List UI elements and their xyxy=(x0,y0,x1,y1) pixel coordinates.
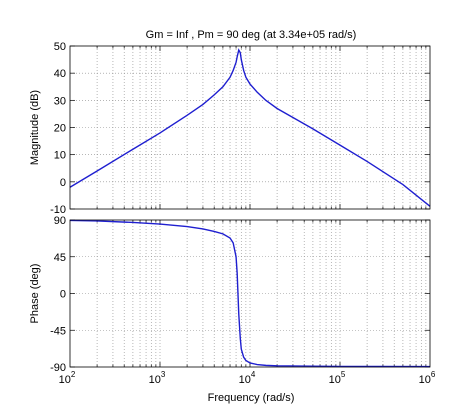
phase-ytick-label: -45 xyxy=(50,325,66,337)
phase-ylabel: Phase (deg) xyxy=(29,264,41,324)
mag-ytick-label: 20 xyxy=(54,123,66,135)
frequency-tick-exponent: 5 xyxy=(341,370,346,379)
phase-ytick-label: -90 xyxy=(50,362,66,374)
magnitude-panel: -10 0 10 20 30 40 50 Magnitude (dB) xyxy=(29,41,431,216)
frequency-tick-label: 104 xyxy=(239,370,256,386)
magnitude-ticks: -10 0 10 20 30 40 50 xyxy=(50,41,430,216)
frequency-xlabel: Frequency (rad/s) xyxy=(208,392,295,404)
phase-ticks: -90 -45 0 45 90 xyxy=(50,215,430,374)
phase-ytick-label: 45 xyxy=(54,252,66,264)
mag-ytick-label: 30 xyxy=(54,95,66,107)
frequency-tick-label: 103 xyxy=(149,370,166,386)
magnitude-axes-frame xyxy=(69,45,431,210)
phase-series-line xyxy=(69,219,431,368)
magnitude-ylabel: Magnitude (dB) xyxy=(29,90,41,165)
frequency-tick-labels: 102 103 104 105 106 xyxy=(59,370,436,386)
phase-gridlines xyxy=(70,220,430,367)
mag-ytick-label: -10 xyxy=(50,204,66,216)
phase-ytick-label: 0 xyxy=(60,289,66,301)
mag-ytick-label: 50 xyxy=(54,41,66,53)
phase-ytick-label: 90 xyxy=(54,215,66,227)
frequency-tick-label: 106 xyxy=(419,370,436,386)
mag-ytick-label: 10 xyxy=(54,150,66,162)
phase-axes-frame xyxy=(69,219,431,368)
chart-title: Gm = Inf , Pm = 90 deg (at 3.34e+05 rad/… xyxy=(146,29,357,41)
frequency-tick-label: 105 xyxy=(329,370,346,386)
frequency-tick-exponent: 2 xyxy=(71,370,76,379)
frequency-tick-exponent: 3 xyxy=(161,370,166,379)
mag-ytick-label: 40 xyxy=(54,68,66,80)
magnitude-series-line xyxy=(69,48,431,207)
frequency-tick-exponent: 6 xyxy=(431,370,436,379)
mag-ytick-label: 0 xyxy=(60,177,66,189)
frequency-tick-exponent: 4 xyxy=(251,370,256,379)
magnitude-gridlines xyxy=(70,46,430,209)
